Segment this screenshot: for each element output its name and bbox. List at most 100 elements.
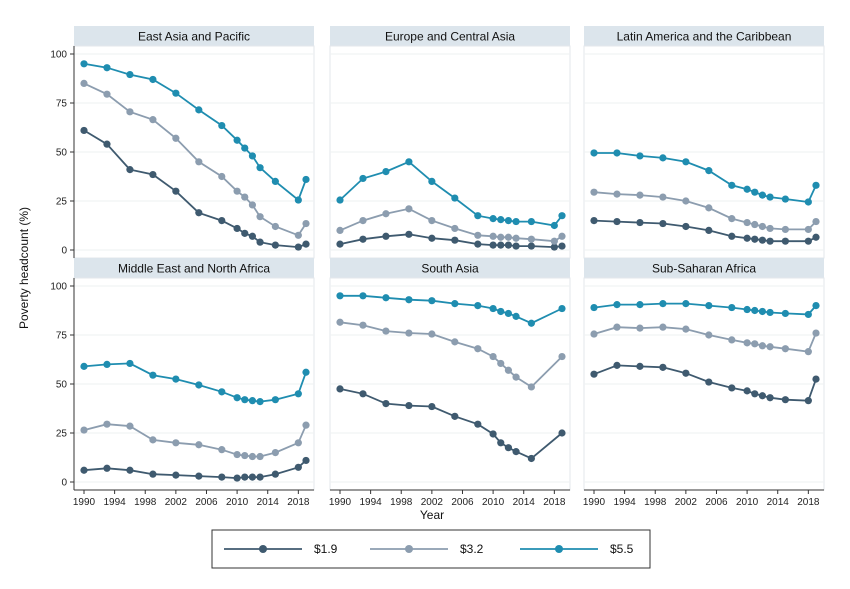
data-point: [504, 444, 513, 452]
data-point: [218, 121, 226, 130]
data-point: [428, 297, 436, 305]
data-point: [218, 172, 226, 181]
x-tick-label: 2002: [421, 497, 444, 508]
data-point: [405, 329, 413, 337]
data-point: [590, 370, 598, 378]
data-point: [336, 240, 344, 248]
x-tick-label: 1998: [390, 497, 413, 508]
data-point: [751, 188, 759, 196]
data-point: [195, 441, 203, 449]
data-point: [172, 89, 180, 97]
data-point: [405, 205, 413, 213]
data-point: [512, 242, 520, 250]
data-point: [504, 366, 513, 374]
data-point: [248, 397, 257, 405]
data-point: [781, 195, 789, 203]
data-point: [233, 450, 241, 459]
data-point: [590, 217, 598, 225]
data-point: [405, 230, 413, 238]
data-point: [451, 300, 459, 308]
panel-title-strip: [584, 258, 824, 278]
data-point: [812, 181, 820, 189]
series-3-2: [336, 205, 566, 245]
data-point: [218, 473, 226, 481]
data-point: [256, 473, 264, 481]
data-point: [705, 331, 713, 339]
data-point: [659, 154, 667, 162]
legend-swatch-marker: [405, 545, 413, 553]
panel-south-asia: South Asia 1990 1994 1998 2002 2006 2010 2014 20…: [329, 258, 571, 508]
data-point: [781, 309, 789, 318]
data-point: [804, 225, 812, 234]
data-point: [271, 470, 279, 478]
data-point: [497, 216, 505, 224]
data-point: [256, 213, 264, 221]
y-tick-label: 25: [56, 197, 68, 208]
data-point: [636, 301, 644, 309]
data-point: [558, 352, 566, 361]
series-1-9: [590, 217, 820, 245]
data-point: [743, 305, 751, 314]
data-point: [636, 218, 644, 227]
data-point: [781, 225, 789, 234]
data-point: [812, 329, 820, 337]
data-point: [497, 359, 505, 368]
data-point: [659, 363, 667, 371]
legend-swatch-marker: [555, 545, 563, 553]
data-point: [527, 217, 535, 226]
data-point: [302, 421, 310, 429]
x-tick-label: 2006: [705, 497, 728, 508]
data-point: [590, 188, 598, 196]
data-point: [489, 241, 497, 249]
data-point: [758, 236, 767, 244]
data-point: [103, 360, 111, 368]
data-point: [758, 342, 767, 350]
data-point: [558, 232, 566, 240]
data-point: [233, 394, 241, 402]
data-point: [451, 236, 459, 244]
data-point: [766, 193, 774, 201]
panel-title: East Asia and Pacific: [138, 30, 250, 44]
data-point: [636, 191, 644, 199]
series-1-9: [336, 385, 566, 463]
y-tick-label: 50: [56, 380, 68, 391]
data-point: [705, 204, 713, 212]
data-point: [504, 233, 513, 241]
data-point: [728, 303, 736, 312]
data-point: [512, 312, 520, 320]
data-point: [195, 106, 203, 114]
panel-sub-saharan-africa: Sub-Saharan Africa 1990 1994 1998 2002 2006 20…: [583, 258, 825, 508]
data-point: [195, 158, 203, 166]
data-point: [682, 300, 690, 308]
series-5-5: [336, 158, 566, 230]
data-point: [751, 220, 759, 229]
data-point: [233, 136, 241, 144]
data-point: [218, 446, 226, 454]
data-point: [126, 108, 134, 116]
series-1-9: [80, 126, 310, 251]
series-1-9: [336, 230, 566, 251]
panel-title: Sub-Saharan Africa: [652, 262, 756, 276]
data-point: [195, 209, 203, 217]
data-point: [751, 390, 759, 398]
data-point: [636, 362, 644, 370]
data-point: [336, 196, 344, 204]
data-point: [804, 310, 812, 319]
data-point: [126, 466, 134, 474]
data-point: [382, 400, 390, 408]
data-point: [172, 134, 180, 142]
data-point: [512, 217, 520, 226]
x-tick-label: 1990: [73, 497, 96, 508]
data-point: [558, 429, 566, 437]
data-point: [233, 187, 241, 195]
y-tick-label: 100: [50, 50, 67, 61]
data-point: [804, 198, 812, 206]
data-point: [550, 221, 558, 230]
data-point: [743, 339, 751, 347]
y-axis-title: Poverty headcount (%): [17, 207, 31, 329]
data-point: [527, 235, 535, 243]
y-tick-label: 100: [50, 282, 67, 293]
data-point: [705, 302, 713, 310]
data-point: [103, 140, 111, 148]
